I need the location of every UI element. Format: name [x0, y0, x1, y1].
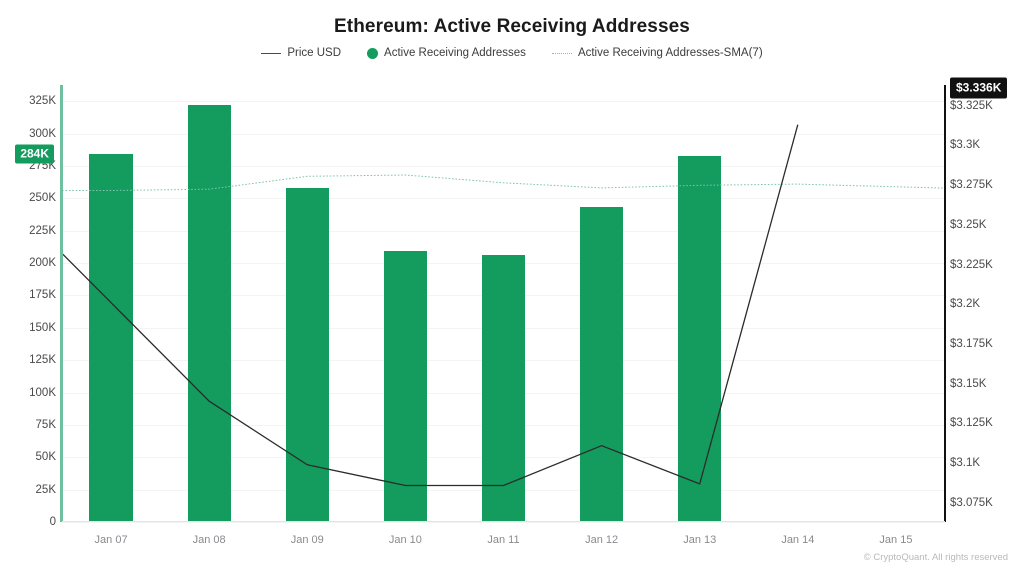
left-axis-tick-label: 125K — [29, 354, 56, 367]
x-axis-tick-label: Jan 13 — [683, 534, 717, 546]
right-axis-tick-label: $3.275K — [950, 179, 993, 192]
line-marker-icon — [261, 52, 282, 54]
bar[interactable] — [383, 251, 427, 522]
bar[interactable] — [481, 255, 526, 522]
right-axis-tick-label: $3.075K — [950, 496, 993, 509]
right-axis-tick-label: $3.3K — [950, 139, 981, 152]
legend-item-active-receiving-addresses[interactable]: Active Receiving Addresses — [367, 47, 526, 59]
right-axis-tick-label: $3.1K — [950, 457, 981, 470]
circle-marker-icon — [367, 47, 379, 59]
chart-legend: Price USD Active Receiving Addresses Act… — [0, 47, 1024, 59]
left-axis-tick-label: 325K — [29, 95, 56, 108]
dashed-line-marker-icon — [551, 52, 572, 54]
x-axis-tick-label: Jan 12 — [585, 534, 619, 546]
legend-item-price-usd[interactable]: Price USD — [261, 47, 341, 59]
legend-label: Active Receiving Addresses-SMA(7) — [577, 47, 763, 59]
bar[interactable] — [678, 155, 722, 522]
x-axis-tick-label: Jan 10 — [388, 534, 422, 546]
left-axis-tick-label: 300K — [29, 127, 56, 140]
gridline — [62, 101, 945, 103]
left-axis-tick-label: 200K — [29, 257, 56, 270]
page-title: Ethereum: Active Receiving Addresses — [334, 16, 690, 37]
copyright-text: © CryptoQuant. All rights reserved — [863, 552, 1008, 563]
left-axis-tick-label: 25K — [35, 483, 56, 496]
gridline — [62, 133, 945, 135]
x-axis-tick-label: Jan 14 — [781, 534, 815, 546]
x-axis-tick-label: Jan 11 — [487, 534, 520, 546]
plot-area — [61, 85, 946, 523]
right-axis-tick-label: $3.225K — [950, 258, 993, 271]
right-axis-tick-label: $3.15K — [950, 377, 987, 390]
right-axis-tick-label: $3.125K — [950, 417, 993, 430]
gridline — [62, 230, 945, 232]
right-axis-tick-label: $3.325K — [950, 99, 993, 112]
bottom-axis-spine — [62, 521, 945, 522]
left-axis-tick-label: 225K — [29, 224, 56, 237]
right-axis-tick-label: $3.2K — [950, 298, 981, 311]
legend-label: Active Receiving Addresses — [384, 47, 526, 59]
legend-label: Price USD — [287, 47, 342, 59]
bar[interactable] — [89, 154, 133, 522]
x-axis-tick-label: Jan 09 — [290, 534, 324, 546]
left-axis-tick-label: 175K — [29, 289, 56, 302]
left-axis-spine — [60, 85, 63, 522]
gridline — [62, 165, 945, 167]
left-axis-tick-label: 75K — [35, 418, 56, 431]
price-line — [61, 124, 799, 487]
legend-item-active-receiving-addresses-sma[interactable]: Active Receiving Addresses-SMA(7) — [551, 47, 763, 59]
left-axis-labels: 0 25K 50K 75K 100K 125K 150K 175K 200K 225K 250K 27… — [0, 0, 56, 576]
x-axis-tick-label: Jan 15 — [879, 534, 913, 546]
left-axis-value-badge: 284K — [15, 144, 54, 164]
bar[interactable] — [580, 207, 624, 522]
line-series-layer — [61, 124, 946, 487]
left-axis-tick-label: 150K — [29, 321, 56, 334]
bar-series — [62, 85, 945, 522]
right-axis-tick-label: $3.25K — [950, 218, 987, 231]
right-axis-spine — [944, 85, 946, 522]
sma-line — [62, 174, 946, 191]
left-axis-tick-label: 250K — [29, 192, 56, 205]
gridline — [62, 522, 945, 523]
right-axis-tick-label: $3.175K — [950, 338, 993, 351]
left-axis-tick-label: 50K — [35, 451, 56, 464]
right-axis-labels: $3.075K $3.1K $3.125K $3.15K $3.175K $3.2K $3.… — [950, 0, 1024, 576]
right-axis-value-badge: $3.336K — [950, 77, 1008, 99]
x-axis-tick-label: Jan 08 — [192, 534, 226, 546]
left-axis-tick-label: 0 — [49, 516, 56, 528]
x-axis-tick-label: Jan 07 — [94, 534, 128, 546]
bar[interactable] — [187, 105, 231, 522]
bar[interactable] — [285, 187, 329, 522]
gridline — [62, 198, 945, 200]
left-axis-tick-label: 100K — [29, 386, 56, 399]
